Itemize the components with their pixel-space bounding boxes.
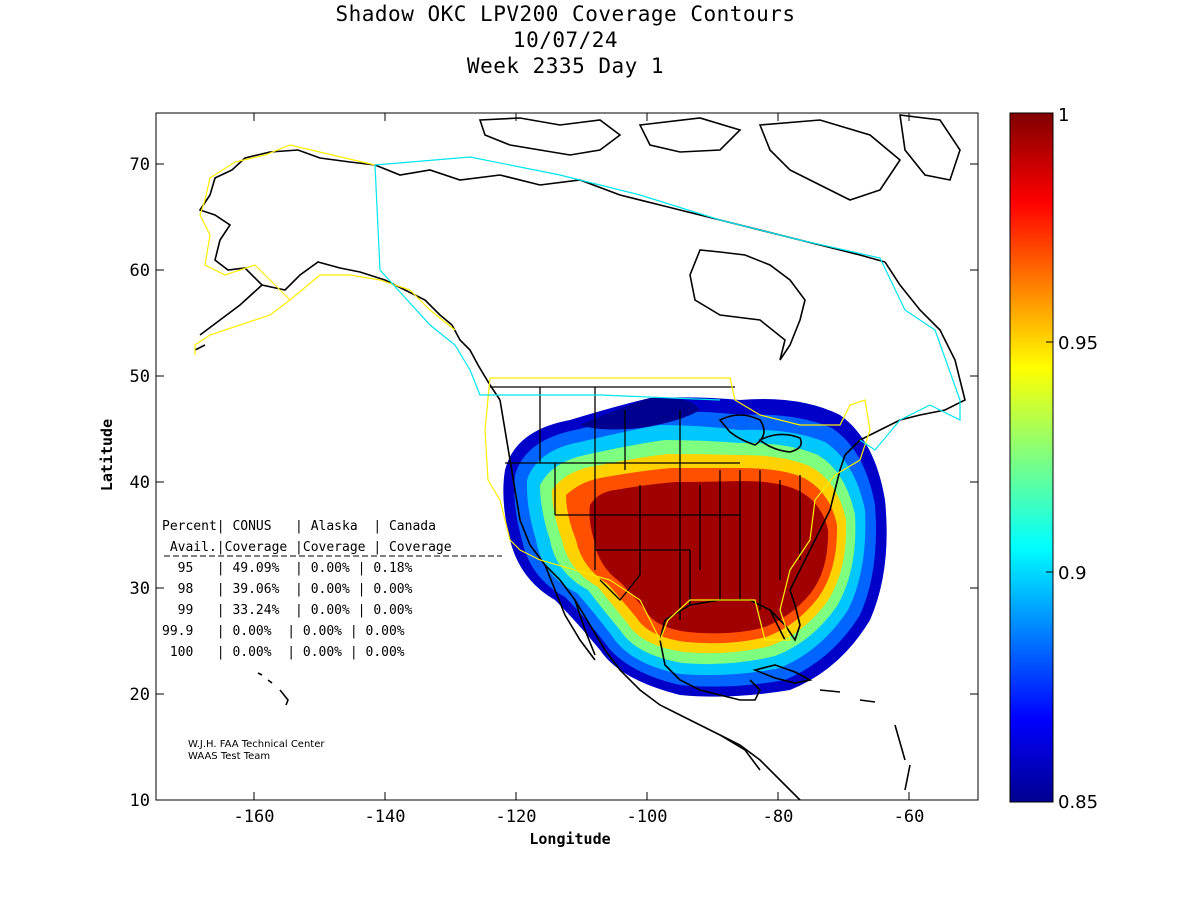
y-tick-label: 20 <box>130 685 150 705</box>
table-row: 95 | 49.09% | 0.00% | 0.18% <box>162 561 413 576</box>
florida <box>769 589 801 642</box>
table-header-row: Avail.|Coverage |Coverage | Coverage <box>162 540 452 555</box>
y-tick-label: 10 <box>130 791 150 811</box>
x-tick-label: -60 <box>894 807 925 827</box>
y-tick-label: 50 <box>130 367 150 387</box>
hawaii-islands <box>257 672 289 706</box>
x-tick-label: -80 <box>763 807 794 827</box>
y-tick-label: 60 <box>130 261 150 281</box>
credit-line: WAAS Test Team <box>188 751 270 762</box>
y-tick-labels: 10 20 30 40 50 60 70 <box>130 155 150 811</box>
table-row: 99.9 | 0.00% | 0.00% | 0.00% <box>162 624 405 639</box>
colorbar <box>1009 112 1054 803</box>
coverage-table: Percent| CONUS | Alaska | Canada Avail.|… <box>162 519 502 660</box>
table-row: 99 | 33.24% | 0.00% | 0.00% <box>162 603 413 618</box>
y-tick-label: 40 <box>130 473 150 493</box>
coastlines <box>194 114 966 800</box>
x-tick-label: -160 <box>234 807 275 827</box>
credits: W.J.H. FAA Technical Center WAAS Test Te… <box>188 739 325 762</box>
labrador-coast <box>844 261 966 456</box>
caribbean-islands <box>819 689 911 791</box>
colorbar-tick-label: 0.9 <box>1058 563 1087 584</box>
coverage-band-099 <box>589 481 829 634</box>
arctic-islands <box>478 114 961 201</box>
canada-boundary <box>374 156 961 451</box>
coverage-contours <box>503 397 887 697</box>
colorbar-tick-label: 0.95 <box>1058 333 1098 354</box>
credit-line: W.J.H. FAA Technical Center <box>188 739 325 750</box>
x-tick-label: -100 <box>627 807 668 827</box>
chart-date: 10/07/24 <box>512 28 619 52</box>
us-west-coast <box>499 399 561 581</box>
x-tick-labels: -160 -140 -120 -100 -80 -60 <box>234 807 925 827</box>
y-axis-label: Latitude <box>98 419 116 491</box>
conus-boundary <box>484 377 871 642</box>
x-tick-label: -140 <box>365 807 406 827</box>
alaska-coast <box>198 149 453 326</box>
coverage-patch-north <box>580 397 700 430</box>
colorbar-ticks <box>1046 341 1053 573</box>
table-row: 98 | 39.06% | 0.00% | 0.00% <box>162 582 413 597</box>
us-east-coast <box>789 454 846 591</box>
y-tick-label: 70 <box>130 155 150 175</box>
great-lakes <box>718 414 803 453</box>
us-state-borders <box>490 386 801 620</box>
x-tick-label: -120 <box>496 807 537 827</box>
colorbar-tick-label: 1 <box>1058 105 1069 126</box>
plot-frame <box>155 112 979 801</box>
y-tick-label: 30 <box>130 579 150 599</box>
central-america <box>719 734 801 800</box>
hudson-bay <box>689 249 806 361</box>
alaska-boundary <box>194 144 456 355</box>
aleutian-chain <box>194 284 263 351</box>
table-header-row: Percent| CONUS | Alaska | Canada <box>162 519 436 534</box>
x-axis-label: Longitude <box>529 830 610 848</box>
axis-ticks <box>156 113 978 800</box>
bc-coast <box>451 324 501 401</box>
chart-title: Shadow OKC LPV200 Coverage Contours <box>335 2 796 26</box>
cuba <box>752 664 813 684</box>
colorbar-tick-label: 0.85 <box>1058 792 1098 813</box>
colorbar-labels: 1 0.95 0.9 0.85 <box>1058 105 1098 813</box>
chart-week-day: Week 2335 Day 1 <box>466 54 665 78</box>
baja-peninsula <box>544 564 596 661</box>
table-row: 100 | 0.00% | 0.00% | 0.00% <box>162 645 405 660</box>
